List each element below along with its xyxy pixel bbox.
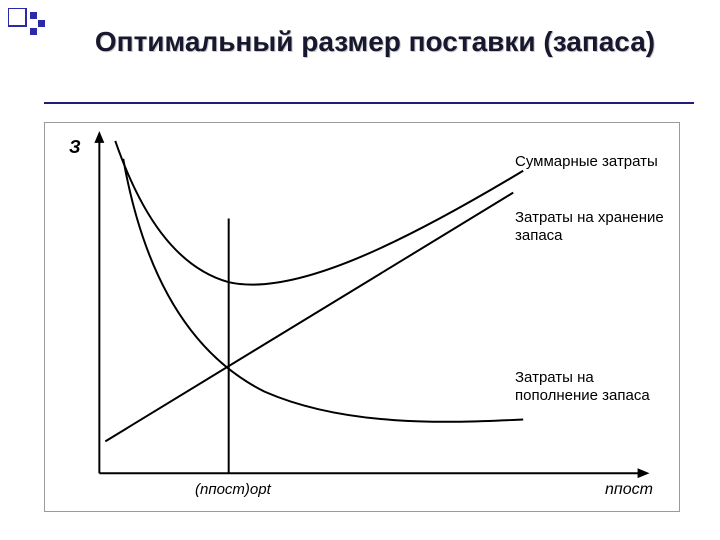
total-cost-label: Суммарные затраты bbox=[515, 153, 658, 171]
deco-small-square bbox=[30, 28, 37, 35]
y-axis-label: З bbox=[69, 137, 81, 158]
total-cost-curve bbox=[115, 141, 523, 285]
y-axis-arrow-icon bbox=[94, 131, 104, 143]
storage-cost-label: Затраты на хранение запаса bbox=[515, 209, 675, 245]
replenishment-cost-curve bbox=[123, 159, 523, 422]
corner-deco-icon bbox=[8, 8, 68, 44]
x-axis-label: nпост bbox=[605, 481, 653, 499]
page-title: Оптимальный размер поставки (запаса) bbox=[60, 24, 690, 59]
x-axis-arrow-icon bbox=[638, 468, 650, 478]
title-underline bbox=[44, 102, 694, 104]
slide: Оптимальный размер поставки (запаса) З С… bbox=[0, 0, 720, 540]
replenishment-cost-label: Затраты на пополнение запаса bbox=[515, 369, 675, 405]
deco-small-square bbox=[38, 20, 45, 27]
deco-small-square bbox=[30, 12, 37, 19]
axes bbox=[94, 131, 649, 478]
chart-svg bbox=[45, 123, 679, 511]
storage-cost-curve bbox=[105, 193, 513, 442]
x-axis-opt-tick-label: (nпост)opt bbox=[195, 481, 271, 498]
title-wrap: Оптимальный размер поставки (запаса) bbox=[60, 24, 690, 59]
cost-curve-chart: З Суммарные затраты Затраты на хранение … bbox=[44, 122, 680, 512]
deco-big-square bbox=[8, 8, 26, 26]
